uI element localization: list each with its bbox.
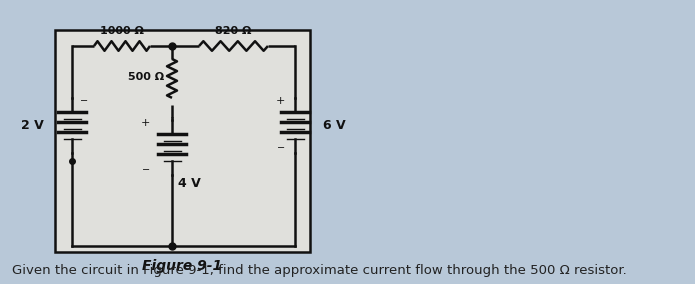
Text: Figure 9-1: Figure 9-1 bbox=[142, 259, 222, 273]
FancyBboxPatch shape bbox=[55, 30, 310, 252]
Text: +: + bbox=[276, 96, 285, 106]
Text: +: + bbox=[140, 118, 150, 128]
Text: 2 V: 2 V bbox=[22, 119, 44, 132]
Text: 500 Ω: 500 Ω bbox=[128, 72, 164, 82]
Text: 1000 Ω: 1000 Ω bbox=[100, 26, 144, 36]
Text: −: − bbox=[80, 96, 88, 106]
Text: −: − bbox=[142, 165, 150, 175]
Text: 820 Ω: 820 Ω bbox=[215, 26, 252, 36]
Text: Given the circuit in Figure 9-1, find the approximate current flow through the 5: Given the circuit in Figure 9-1, find th… bbox=[12, 264, 627, 277]
Text: −: − bbox=[277, 143, 285, 153]
Text: 4 V: 4 V bbox=[178, 177, 201, 190]
Text: 6 V: 6 V bbox=[323, 119, 345, 132]
